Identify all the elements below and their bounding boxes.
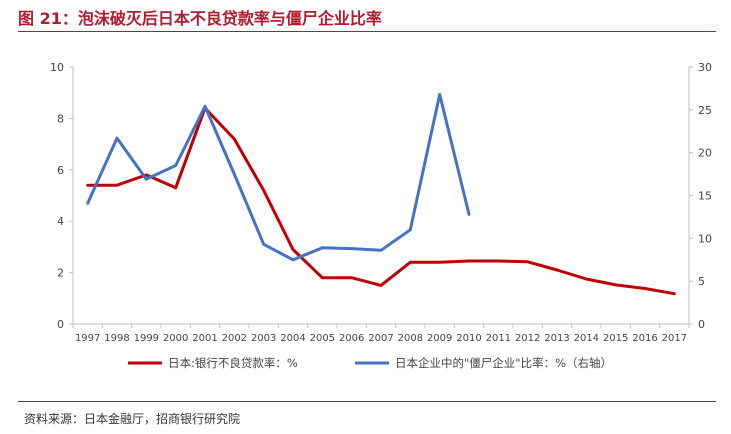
right-tick-label: 20: [698, 147, 712, 160]
x-tick-label: 2012: [515, 333, 540, 344]
x-tick-label: 1998: [104, 333, 129, 344]
x-tick-label: 2004: [280, 333, 305, 344]
x-tick-label: 2002: [222, 333, 247, 344]
x-tick-label: 2017: [662, 333, 687, 344]
source-divider: [18, 401, 716, 402]
x-tick-label: 2000: [163, 333, 188, 344]
series-layer: [86, 92, 676, 296]
title-divider: [18, 31, 716, 32]
x-tick-label: 2001: [192, 333, 217, 344]
left-tick-label: 2: [57, 267, 64, 280]
legend-label-npl: 日本:银行不良贷款率：%: [168, 356, 298, 370]
x-tick-label: 2007: [368, 333, 393, 344]
x-tick-label: 2015: [603, 333, 628, 344]
npl-ratio-line: [86, 106, 676, 296]
x-tick-label: 1997: [75, 333, 100, 344]
left-tick-label: 4: [57, 215, 64, 228]
chart-axes: 0 2 4 6 8 10 0 5 10 15 20 25 30 1997 1998 1999 2000 2001 2…: [50, 61, 712, 344]
right-tick-label: 25: [698, 104, 712, 117]
right-tick-label: 0: [698, 318, 705, 331]
x-tick-label: 2011: [486, 333, 511, 344]
x-tick-label: 2014: [574, 333, 599, 344]
left-tick-label: 0: [57, 318, 64, 331]
chart-title: 图 21：泡沫破灭后日本不良贷款率与僵尸企业比率: [18, 9, 382, 28]
right-tick-label: 30: [698, 61, 712, 74]
x-tick-label: 2010: [456, 333, 481, 344]
legend-label-zombie: 日本企业中的"僵尸企业"比率：%（右轴）: [395, 356, 612, 370]
source-note: 资料来源：日本金融厅，招商银行研究院: [24, 412, 241, 426]
x-tick-label: 2005: [310, 333, 335, 344]
right-tick-label: 5: [698, 275, 705, 288]
series-group: [86, 106, 676, 296]
x-tick-label: 2006: [339, 333, 364, 344]
chart-legend: 日本:银行不良贷款率：% 日本企业中的"僵尸企业"比率：%（右轴）: [128, 356, 612, 370]
x-tick-label: 1999: [134, 333, 159, 344]
left-tick-label: 8: [57, 112, 64, 125]
series-group: [86, 92, 471, 262]
left-tick-label: 10: [50, 61, 64, 74]
zombie-ratio-line: [86, 92, 471, 262]
x-tick-label: 2008: [398, 333, 423, 344]
right-tick-label: 10: [698, 232, 712, 245]
x-tick-label: 2003: [251, 333, 276, 344]
left-tick-label: 6: [57, 164, 64, 177]
right-tick-label: 15: [698, 190, 712, 203]
x-tick-label: 2016: [632, 333, 657, 344]
line-chart: 0 2 4 6 8 10 0 5 10 15 20 25 30 1997 1998 1999 2000 2001 2…: [50, 61, 712, 370]
x-tick-label: 2013: [544, 333, 569, 344]
x-tick-label: 2009: [427, 333, 452, 344]
